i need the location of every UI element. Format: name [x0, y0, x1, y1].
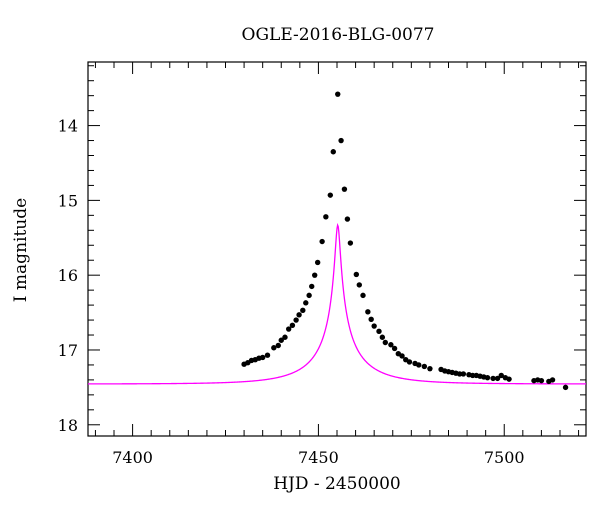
- data-point: [314, 259, 321, 266]
- data-point: [549, 377, 556, 383]
- x-axis-label: HJD - 2450000: [273, 474, 401, 494]
- data-point: [338, 137, 344, 144]
- y-tick-label: 16: [58, 266, 78, 285]
- data-point: [259, 354, 266, 361]
- data-point: [282, 334, 288, 340]
- data-point: [344, 216, 351, 222]
- data-point: [365, 309, 371, 315]
- data-point: [399, 353, 405, 359]
- data-point: [498, 372, 504, 379]
- plot-area: [87, 61, 587, 437]
- data-point: [306, 292, 312, 299]
- data-point: [356, 282, 362, 288]
- data-point: [330, 149, 336, 155]
- data-point: [490, 375, 496, 382]
- y-axis-label: I magnitude: [11, 198, 31, 302]
- data-point: [506, 376, 512, 382]
- model-fit-curve: [88, 222, 587, 385]
- data-point: [562, 384, 569, 391]
- y-tick-label: 14: [58, 117, 78, 136]
- data-point: [300, 307, 306, 314]
- data-point: [327, 192, 334, 198]
- data-point: [296, 312, 302, 318]
- y-tick-label: 15: [58, 191, 78, 210]
- data-point: [379, 334, 386, 340]
- data-point: [271, 345, 277, 351]
- data-point: [309, 283, 315, 290]
- data-point: [353, 271, 360, 278]
- data-point: [341, 186, 348, 192]
- data-point: [347, 240, 354, 246]
- x-tick-label: 7450: [298, 448, 339, 467]
- data-point: [456, 371, 463, 377]
- data-point: [323, 214, 329, 220]
- data-point: [538, 377, 545, 384]
- data-point: [303, 300, 309, 306]
- axis-ticks: [88, 62, 586, 436]
- x-tick-labels: 7400 7450 7500: [112, 448, 524, 467]
- data-point: [368, 316, 374, 323]
- data-point: [360, 292, 366, 299]
- data-points-layer: [241, 91, 569, 391]
- x-tick-label: 7500: [484, 448, 525, 467]
- data-point: [335, 91, 341, 97]
- x-tick-label: 7400: [112, 448, 153, 467]
- data-point: [312, 272, 318, 278]
- model-curve-layer: [88, 222, 587, 385]
- data-point: [371, 323, 377, 329]
- data-point: [427, 365, 433, 372]
- data-point: [469, 372, 476, 379]
- data-point: [460, 371, 467, 377]
- data-point: [264, 352, 271, 358]
- data-point: [382, 339, 389, 346]
- y-tick-label: 18: [58, 416, 78, 435]
- chart-title: OGLE-2016-BLG-0077: [242, 25, 435, 45]
- data-point: [416, 362, 422, 368]
- data-point: [494, 375, 501, 382]
- data-point: [275, 342, 281, 349]
- data-point: [319, 238, 325, 245]
- y-tick-labels: 14 15 16 17 18: [58, 117, 78, 435]
- data-point: [484, 374, 491, 381]
- data-point: [406, 359, 413, 365]
- data-point: [391, 345, 398, 352]
- data-point: [293, 317, 299, 323]
- data-point: [421, 363, 428, 370]
- y-tick-label: 17: [58, 341, 78, 360]
- data-point: [376, 328, 382, 334]
- data-point: [285, 326, 292, 332]
- data-point: [278, 337, 284, 343]
- data-point: [289, 322, 296, 328]
- data-point: [388, 342, 394, 348]
